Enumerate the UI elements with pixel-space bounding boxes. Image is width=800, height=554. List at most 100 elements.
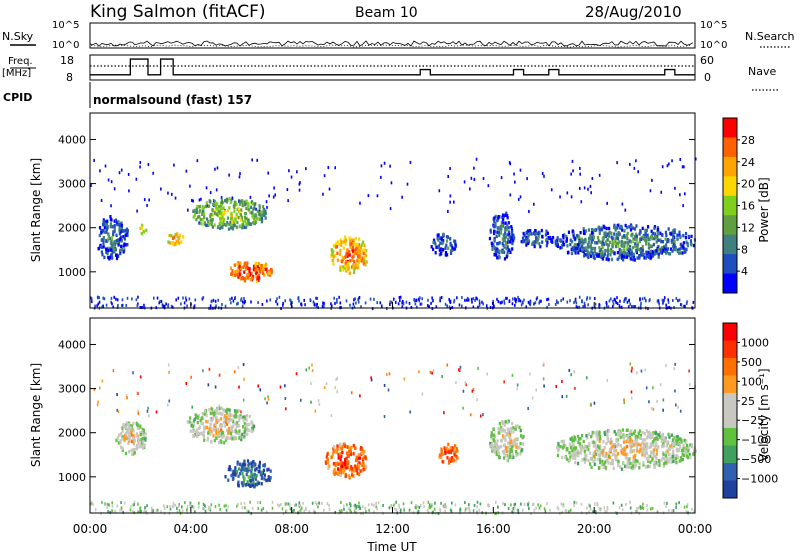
echo-cell xyxy=(336,446,339,450)
echo-cell xyxy=(507,230,510,234)
echo-cell xyxy=(512,430,515,434)
echo-cell xyxy=(606,246,610,250)
echo-cell xyxy=(676,249,679,254)
noise-cell xyxy=(98,386,101,390)
ground-scatter-cell xyxy=(497,300,500,304)
echo-cell xyxy=(192,434,195,438)
echo-cell xyxy=(224,413,227,418)
echo-cell xyxy=(359,256,362,260)
echo-cell xyxy=(338,444,341,449)
echo-cell xyxy=(446,447,449,452)
echo-cell xyxy=(649,444,653,449)
ground-scatter-cell xyxy=(98,296,100,300)
echo-cell xyxy=(332,254,336,259)
noise-cell xyxy=(266,205,268,209)
ground-scatter-cell xyxy=(439,299,441,303)
echo-cell xyxy=(505,225,508,230)
echo-cell xyxy=(614,228,617,232)
echo-cell xyxy=(349,239,352,243)
echo-cell xyxy=(252,202,255,206)
echo-cell xyxy=(505,432,508,436)
echo-cell xyxy=(346,264,349,268)
echo-cell xyxy=(167,240,170,244)
ground-scatter-cell xyxy=(202,296,205,300)
echo-cell xyxy=(533,240,537,244)
echo-cell xyxy=(234,468,237,472)
echo-cell xyxy=(668,452,671,457)
echo-cell xyxy=(503,257,507,261)
echo-cell xyxy=(497,216,500,220)
echo-cell xyxy=(634,434,637,439)
ground-scatter-cell xyxy=(333,296,336,300)
echo-cell xyxy=(585,447,588,452)
echo-cell xyxy=(204,408,208,413)
echo-cell xyxy=(503,435,506,439)
ground-scatter-cell xyxy=(430,504,433,508)
echo-cell xyxy=(346,465,350,469)
echo-cell xyxy=(346,445,349,449)
echo-cell xyxy=(345,263,348,268)
noise-cell xyxy=(648,400,650,404)
echo-cell xyxy=(595,434,598,438)
echo-cell xyxy=(644,465,648,469)
echo-cell xyxy=(136,433,139,438)
echo-cell xyxy=(573,447,576,451)
echo-cell xyxy=(606,249,609,253)
echo-cell xyxy=(510,226,513,231)
echo-cell xyxy=(255,473,258,478)
echo-cell xyxy=(247,462,251,466)
noise-cell xyxy=(421,392,424,396)
echo-cell xyxy=(628,253,631,258)
echo-cell xyxy=(439,236,442,240)
echo-cell xyxy=(333,445,336,449)
echo-cell xyxy=(678,448,681,452)
echo-cell xyxy=(232,223,235,228)
ground-scatter-cell xyxy=(426,508,429,512)
noise-cell xyxy=(449,167,451,171)
echo-cell xyxy=(572,235,575,239)
echo-cell xyxy=(213,223,216,227)
echo-cell xyxy=(498,255,501,260)
echo-cell xyxy=(608,226,611,231)
noise-cell xyxy=(385,373,388,377)
echo-cell xyxy=(245,199,248,204)
echo-cell xyxy=(669,247,673,251)
noise-cell xyxy=(112,369,115,373)
echo-cell xyxy=(260,472,264,477)
echo-cell xyxy=(684,247,687,252)
echo-cell xyxy=(226,220,229,225)
echo-cell xyxy=(260,476,263,481)
echo-cell xyxy=(227,467,230,472)
echo-cell xyxy=(253,206,256,210)
noise-cell xyxy=(409,160,412,164)
echo-cell xyxy=(501,237,504,241)
echo-cell xyxy=(494,222,497,226)
echo-cell xyxy=(135,432,138,436)
noise-cell xyxy=(516,383,519,387)
echo-cell xyxy=(680,448,684,453)
echo-cell xyxy=(141,440,145,444)
echo-cell xyxy=(342,265,345,269)
echo-cell xyxy=(182,235,185,239)
echo-cell xyxy=(686,242,689,246)
echo-cell xyxy=(508,433,512,437)
noise-cell xyxy=(238,385,240,389)
ground-scatter-cell xyxy=(493,304,495,308)
echo-cell xyxy=(346,254,349,258)
ground-scatter-cell xyxy=(439,508,441,512)
ground-scatter-cell xyxy=(497,505,499,509)
echo-cell xyxy=(262,209,265,213)
noise-cell xyxy=(662,398,665,402)
echo-cell xyxy=(583,460,587,464)
echo-cell xyxy=(249,210,252,215)
echo-cell xyxy=(600,255,603,259)
ground-scatter-cell xyxy=(419,296,421,300)
ground-scatter-cell xyxy=(433,507,436,511)
echo-cell xyxy=(489,444,492,448)
echo-cell xyxy=(223,424,226,428)
echo-cell xyxy=(589,243,593,247)
echo-cell xyxy=(515,424,519,428)
echo-cell xyxy=(334,470,337,475)
echo-cell xyxy=(215,419,218,423)
noise-cell xyxy=(336,376,339,380)
